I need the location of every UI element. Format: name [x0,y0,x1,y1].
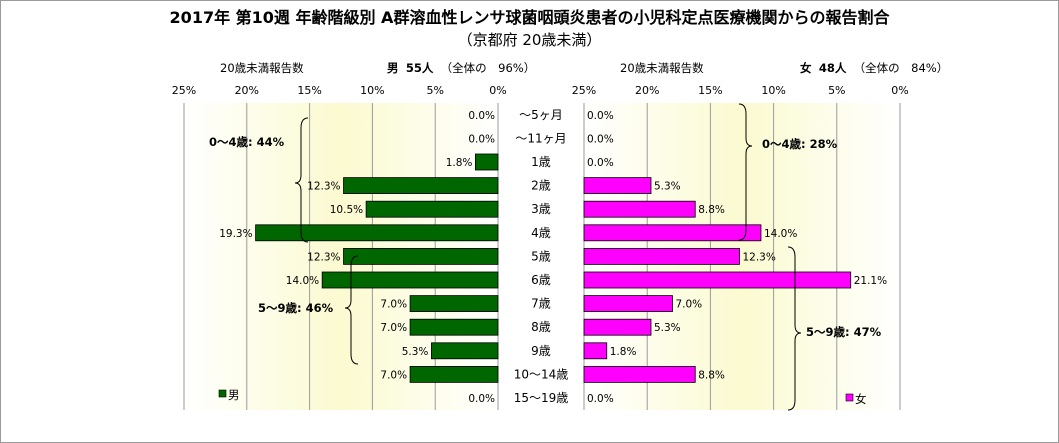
male-caption: 20歳未満報告数 [220,61,304,75]
male-bar [343,177,499,195]
female-bar [583,318,652,336]
female-value-label: 0.0% [587,157,614,169]
female-tick-label: 10% [761,84,785,97]
female-value-label: 0.0% [587,393,614,405]
category-label: 15～19歳 [514,391,569,405]
category-label: 5歳 [531,249,551,263]
male-bar [431,342,499,360]
female-value-label: 0.0% [587,133,614,145]
category-label: 1歳 [531,155,551,169]
male-tick-label: 25% [172,84,196,97]
female-share: （全体の 84%） [853,61,949,75]
female-bar [583,271,852,289]
male-bar [365,200,499,218]
female-sex-label: 女 [800,61,812,75]
female-value-label: 12.3% [742,251,775,263]
category-label: 2歳 [531,179,551,193]
female-bar [583,224,762,242]
male-value-label: 7.0% [380,369,407,381]
male-value-label: 0.0% [468,110,495,122]
female-0-4-annotation: 0～4歳: 28% [762,137,838,151]
male-5-9-annotation: 5～9歳: 46% [258,301,334,315]
female-bar [583,200,696,218]
male-value-label: 12.3% [307,181,340,193]
male-tick-label: 20% [235,84,259,97]
male-value-label: 0.0% [468,133,495,145]
category-label: 3歳 [531,202,551,216]
male-value-label: 7.0% [380,299,407,311]
male-legend-swatch [218,389,227,398]
male-share: （全体の 96%） [440,61,536,75]
female-legend-label: 女 [855,392,867,406]
male-tick-label: 0% [489,84,506,97]
male-value-label: 12.3% [307,251,340,263]
male-bar [321,271,499,289]
female-tick-label: 20% [635,84,659,97]
male-bar [255,224,499,242]
female-bar [583,247,740,265]
female-0-4-bracket [738,103,753,241]
female-count: 48人 [818,61,847,75]
female-5-9-bracket [787,246,802,411]
female-value-label: 5.3% [654,181,681,193]
male-legend-label: 男 [228,388,240,402]
male-bar [409,318,499,336]
male-bar [343,247,499,265]
category-label: 6歳 [531,273,551,287]
female-bar [583,295,673,313]
male-5-9-bracket [344,255,359,365]
male-value-label: 0.0% [468,393,495,405]
category-label: 7歳 [531,297,551,311]
female-value-label: 1.8% [610,346,637,358]
category-label: 4歳 [531,226,551,240]
male-bar [409,295,499,313]
chart-subtitle: （京都府 20歳未満） [457,31,602,49]
category-label: ～5ヶ月 [519,108,563,122]
male-value-label: 7.0% [380,322,407,334]
male-tick-label: 5% [426,84,443,97]
female-tick-label: 5% [828,84,845,97]
female-value-label: 8.8% [698,204,725,216]
male-tick-label: 10% [360,84,384,97]
female-bar [583,177,652,195]
female-value-label: 21.1% [854,275,887,287]
chart-title: 2017年 第10週 年齢階級別 A群溶血性レンサ球菌咽頭炎患者の小児科定点医療… [169,8,890,27]
female-bar [583,342,608,360]
male-sex-label: 男 [387,61,399,75]
female-value-label: 0.0% [587,110,614,122]
category-label: 9歳 [531,344,551,358]
male-0-4-bracket [294,117,309,243]
female-bar [583,365,696,383]
female-value-label: 7.0% [675,299,702,311]
category-label: ～11ヶ月 [515,131,566,145]
male-count: 55人 [405,61,434,75]
male-0-4-annotation: 0～4歳: 44% [209,135,285,149]
female-tick-label: 15% [698,84,722,97]
male-value-label: 14.0% [286,275,319,287]
male-value-label: 5.3% [402,346,429,358]
female-tick-label: 0% [891,84,908,97]
female-caption: 20歳未満報告数 [620,61,704,75]
category-label: 8歳 [531,320,551,334]
female-tick-label: 25% [572,84,596,97]
female-header: 女 48人 （全体の 84%） [800,60,948,76]
female-value-label: 5.3% [654,322,681,334]
male-value-label: 19.3% [219,228,252,240]
male-bar [474,153,499,171]
male-tick-label: 15% [297,84,321,97]
male-value-label: 1.8% [446,157,473,169]
male-bar [409,365,499,383]
female-legend-swatch [845,393,854,402]
male-header: 男 55人 （全体の 96%） [387,60,535,76]
category-label: 10～14歳 [514,367,569,381]
male-value-label: 10.5% [330,204,363,216]
female-5-9-annotation: 5～9歳: 47% [806,325,882,339]
female-value-label: 14.0% [764,228,797,240]
female-value-label: 8.8% [698,369,725,381]
